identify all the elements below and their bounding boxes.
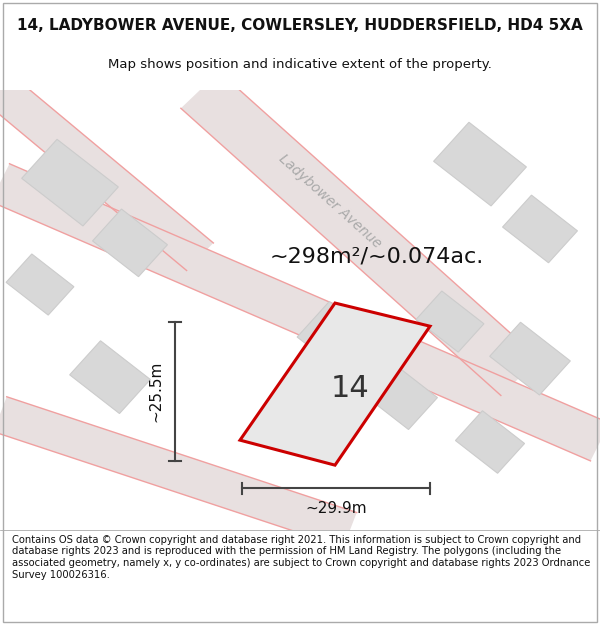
Polygon shape	[240, 303, 430, 465]
Polygon shape	[0, 164, 600, 461]
Text: 14: 14	[331, 374, 370, 402]
Polygon shape	[490, 322, 571, 395]
Text: ~298m²/~0.074ac.: ~298m²/~0.074ac.	[270, 247, 484, 267]
Polygon shape	[92, 209, 167, 277]
Polygon shape	[503, 195, 577, 262]
Text: ~29.9m: ~29.9m	[305, 501, 367, 516]
Polygon shape	[6, 254, 74, 315]
Polygon shape	[181, 72, 539, 396]
Polygon shape	[22, 139, 118, 226]
Polygon shape	[70, 341, 151, 414]
Text: Contains OS data © Crown copyright and database right 2021. This information is : Contains OS data © Crown copyright and d…	[12, 535, 590, 579]
Polygon shape	[362, 362, 437, 429]
Text: ~25.5m: ~25.5m	[148, 361, 163, 422]
Polygon shape	[434, 122, 526, 206]
Polygon shape	[416, 291, 484, 352]
Polygon shape	[455, 411, 524, 473]
Text: 14, LADYBOWER AVENUE, COWLERSLEY, HUDDERSFIELD, HD4 5XA: 14, LADYBOWER AVENUE, COWLERSLEY, HUDDER…	[17, 18, 583, 32]
Polygon shape	[0, 76, 214, 271]
Polygon shape	[0, 397, 357, 548]
Text: Map shows position and indicative extent of the property.: Map shows position and indicative extent…	[108, 58, 492, 71]
Polygon shape	[297, 301, 383, 379]
Text: Ladybower Avenue: Ladybower Avenue	[276, 151, 384, 251]
